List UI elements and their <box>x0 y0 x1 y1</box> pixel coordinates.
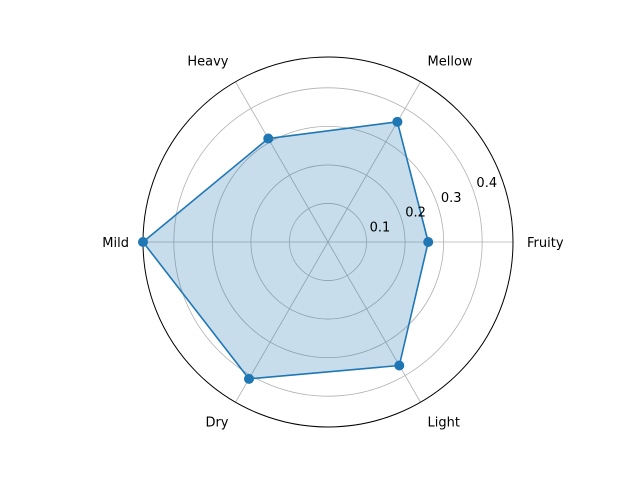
label-layer: Fruity Mellow Heavy Mild Dry Light 0.1 0.2 0.3 0.… <box>102 55 564 431</box>
category-label-mild: Mild <box>102 236 129 251</box>
data-point-dry <box>243 373 254 384</box>
category-label-light: Light <box>428 415 460 430</box>
data-point-heavy <box>263 133 274 144</box>
series-fill <box>143 121 429 379</box>
category-label-heavy: Heavy <box>187 55 228 70</box>
data-point-fruity <box>423 237 434 247</box>
spoke-heavy <box>235 81 329 243</box>
radial-tick-label-2: 0.2 <box>405 206 426 221</box>
series-layer <box>138 116 434 384</box>
spoke-light <box>327 241 421 403</box>
data-point-mild <box>138 237 148 247</box>
category-label-fruity: Fruity <box>527 236 564 251</box>
data-point-mellow <box>392 116 403 127</box>
radial-tick-label-1: 0.1 <box>370 220 391 235</box>
data-point-light <box>394 360 405 371</box>
spoke-mellow <box>327 81 421 243</box>
radial-tick-label-4: 0.4 <box>476 176 497 191</box>
category-label-mellow: Mellow <box>428 55 473 70</box>
radial-tick-label-3: 0.3 <box>441 191 462 206</box>
category-label-dry: Dry <box>205 415 228 430</box>
